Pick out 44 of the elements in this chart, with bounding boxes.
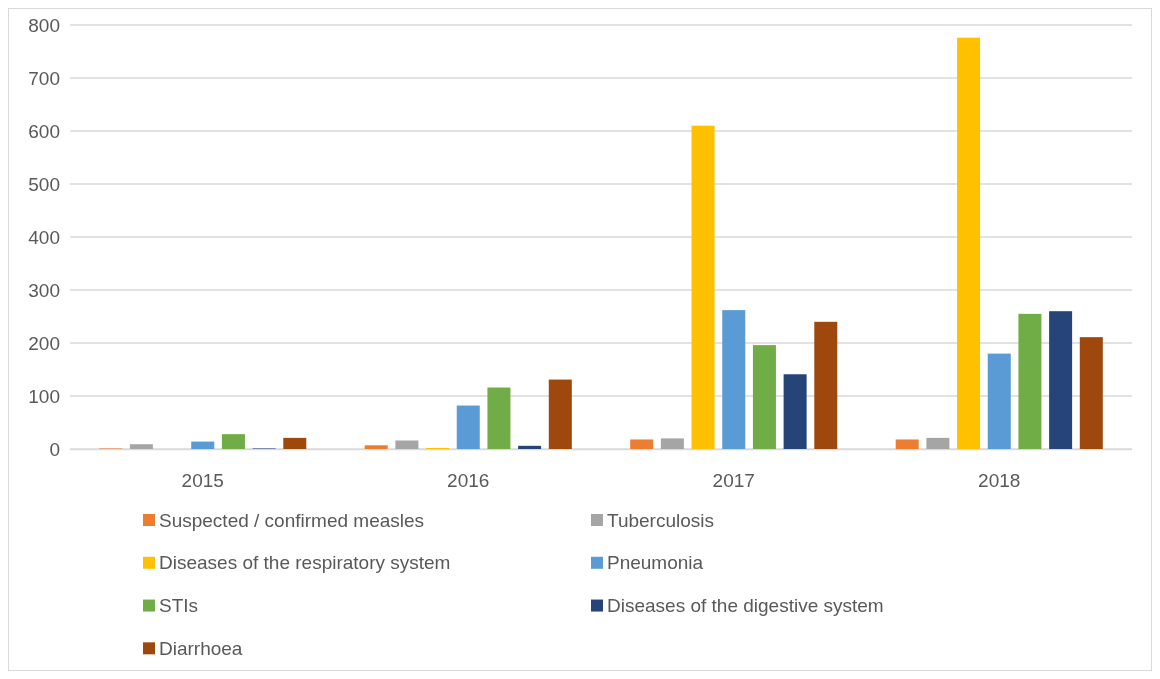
legend-label: Diseases of the respiratory system xyxy=(159,552,451,574)
bar xyxy=(957,37,981,449)
bar xyxy=(722,310,746,449)
bar xyxy=(691,125,715,449)
bar xyxy=(548,379,572,449)
bar xyxy=(221,434,245,449)
x-tick-label: 2015 xyxy=(181,470,224,491)
bar xyxy=(487,387,511,449)
bar xyxy=(518,445,542,449)
y-tick-label: 600 xyxy=(28,120,60,142)
x-tick-label: 2018 xyxy=(978,470,1021,491)
bar xyxy=(814,321,838,449)
y-tick-label: 400 xyxy=(28,226,60,248)
y-tick-label: 700 xyxy=(28,67,60,89)
x-tick-label: 2016 xyxy=(447,470,490,491)
bar xyxy=(752,345,776,449)
legend-label: Suspected / confirmed measles xyxy=(159,509,425,531)
bar xyxy=(660,438,684,449)
y-tick-label: 500 xyxy=(28,173,60,195)
bar xyxy=(1079,337,1103,449)
bar xyxy=(895,439,919,449)
bar xyxy=(987,353,1011,449)
bar xyxy=(364,445,388,449)
y-tick-label: 300 xyxy=(28,279,60,301)
bar xyxy=(1018,313,1042,449)
bar xyxy=(1049,311,1073,449)
bar xyxy=(283,437,307,449)
legend-label: Pneumonia xyxy=(607,552,704,574)
legend-label: Tuberculosis xyxy=(607,509,715,531)
bar xyxy=(395,440,419,449)
legend-label: STIs xyxy=(159,595,199,617)
bar xyxy=(783,374,807,449)
y-tick-label: 200 xyxy=(28,332,60,354)
bar xyxy=(926,437,950,449)
bar xyxy=(191,441,215,449)
x-tick-label: 2017 xyxy=(712,470,755,491)
bar xyxy=(630,439,654,449)
y-tick-label: 100 xyxy=(28,385,60,407)
bar xyxy=(129,444,153,449)
y-tick-label: 0 xyxy=(49,438,60,460)
legend-label: Diarrhoea xyxy=(159,637,243,659)
y-tick-label: 800 xyxy=(28,14,60,36)
bar xyxy=(456,405,480,449)
legend-label: Diseases of the digestive system xyxy=(607,595,884,617)
